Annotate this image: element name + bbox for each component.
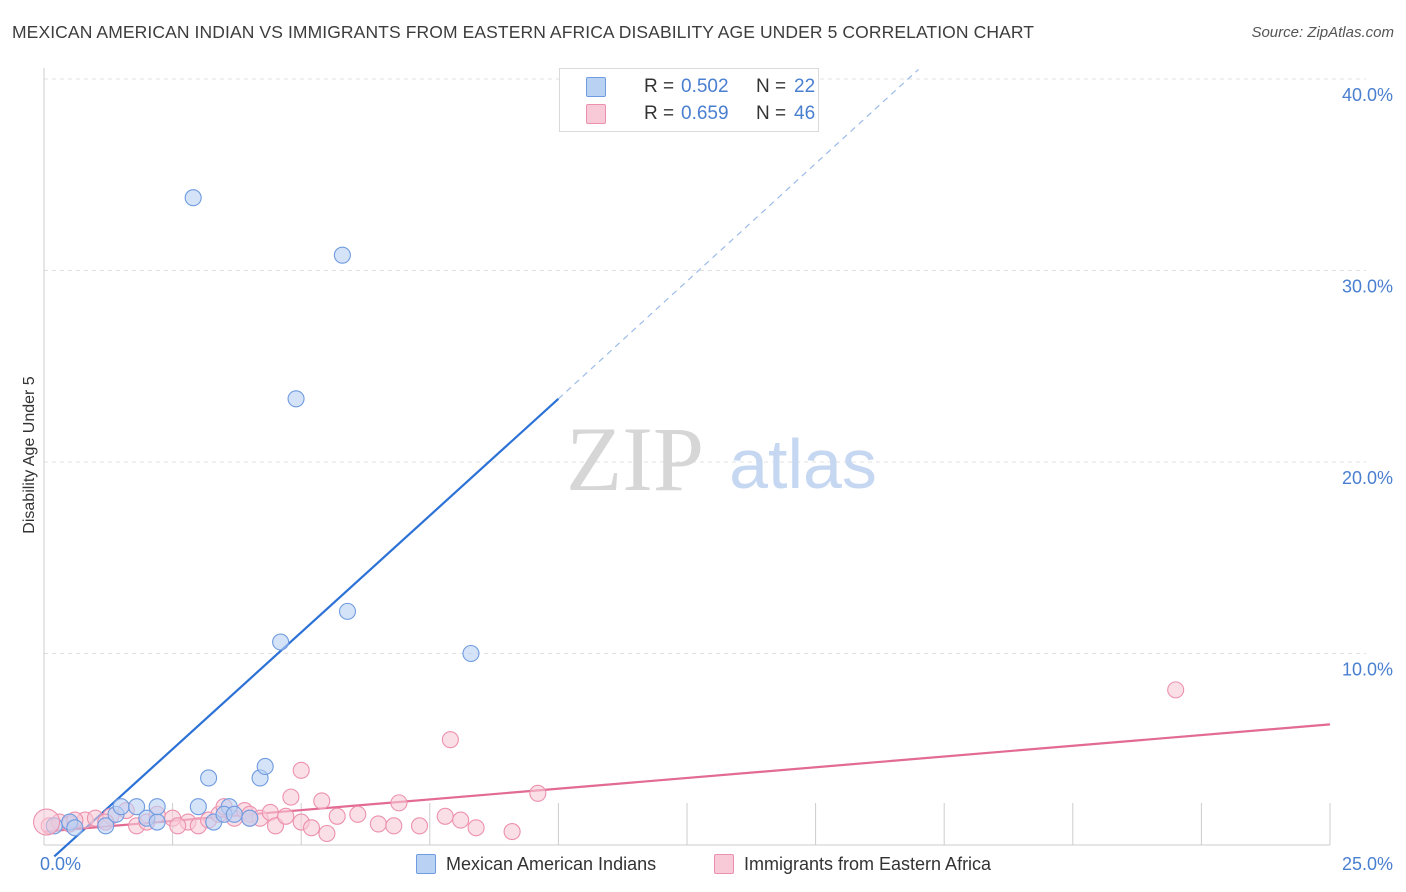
legend-item-immigrants-eastern-africa: Immigrants from Eastern Africa [714, 852, 991, 876]
legend-r-value: 0.502 [681, 76, 729, 97]
data-point-pink [318, 824, 336, 843]
data-point-pink [385, 817, 403, 835]
x-tick-label: 0.0% [40, 854, 81, 874]
data-point-blue [112, 798, 130, 816]
legend-label: Immigrants from Eastern Africa [744, 853, 992, 874]
data-point-blue [97, 817, 115, 835]
data-point-pink [436, 807, 454, 825]
data-point-blue [333, 246, 351, 264]
data-point-pink [441, 731, 459, 749]
data-point-pink [503, 823, 521, 841]
data-point-pink [410, 817, 429, 835]
legend-n-label: N = [756, 103, 787, 124]
y-tick-label: 20.0% [1342, 468, 1393, 488]
watermark-atlas: atlas [729, 425, 877, 503]
chart-source: Source: ZipAtlas.com [1251, 24, 1394, 41]
axes [43, 68, 1331, 846]
data-point-pink [169, 817, 187, 835]
data-point-blue [256, 757, 274, 776]
y-tick-label: 10.0% [1342, 660, 1393, 680]
trend-line-blue-extension [557, 68, 919, 400]
data-point-pink [292, 761, 310, 779]
watermark-zip: ZIP [566, 408, 704, 510]
legend-r-value: 0.659 [681, 103, 729, 124]
data-point-cluster [33, 808, 61, 836]
data-point-blue [66, 819, 84, 837]
data-point-blue [189, 798, 207, 816]
data-point-blue [462, 644, 480, 663]
grid-lines [44, 78, 1366, 654]
y-axis-label: Disability Age Under 5 [21, 376, 38, 534]
data-point-blue [225, 805, 243, 823]
data-point-pink [529, 784, 547, 802]
data-point-pink [313, 792, 331, 810]
data-point-blue [287, 390, 305, 408]
data-point-blue [241, 809, 259, 827]
data-point-pink [1167, 681, 1185, 699]
data-point-blue [200, 769, 218, 787]
legend-stats: R = 0.502 N = 22 R = 0.659 N = 46 [559, 68, 819, 132]
data-point-pink [349, 805, 367, 823]
legend-swatch-pink [586, 104, 606, 124]
data-point-blue [338, 602, 357, 620]
data-point-pink [282, 788, 300, 806]
data-point-pink [302, 819, 321, 837]
data-point-pink [390, 794, 408, 812]
legend-r-label: R = [644, 103, 675, 124]
legend-swatch-blue [586, 77, 606, 97]
data-points [33, 189, 1185, 843]
data-point-pink [369, 815, 387, 833]
data-point-blue [272, 633, 290, 651]
watermark: ZIP atlas [566, 408, 877, 510]
data-point-pink [277, 807, 295, 825]
data-point-blue [148, 798, 166, 816]
data-point-pink [452, 811, 470, 829]
legend-swatch-blue [416, 854, 436, 874]
legend-item-mexican-american-indians: Mexican American Indians [416, 852, 656, 876]
data-point-blue [128, 798, 146, 816]
legend-label: Mexican American Indians [446, 853, 657, 874]
x-tick-label: 25.0% [1342, 854, 1393, 874]
data-point-pink [328, 807, 346, 825]
y-tick-label: 40.0% [1342, 85, 1393, 105]
legend-n-label: N = [756, 76, 787, 97]
chart-title: MEXICAN AMERICAN INDIAN VS IMMIGRANTS FR… [12, 22, 1035, 42]
legend-swatch-pink [714, 854, 734, 874]
trend-line-blue [53, 397, 560, 858]
y-tick-label: 30.0% [1342, 277, 1393, 297]
tick-labels: 10.0% 20.0% 30.0% 40.0% 0.0% 25.0% [40, 85, 1393, 874]
legend-n-value: 22 [794, 76, 816, 97]
legend-r-label: R = [644, 76, 675, 97]
data-point-blue [184, 189, 202, 207]
legend-n-value: 46 [794, 103, 816, 124]
data-point-blue [148, 813, 166, 831]
data-point-pink [467, 819, 485, 837]
